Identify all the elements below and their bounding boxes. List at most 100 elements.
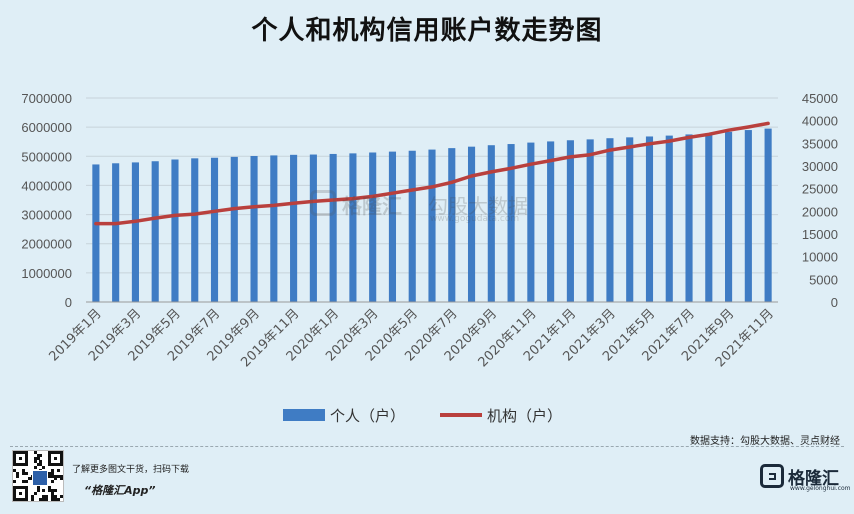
qr-cell	[48, 451, 52, 454]
bar-series-individual	[92, 128, 772, 302]
qr-cell	[57, 462, 61, 466]
left-tick-label: 0	[65, 295, 72, 310]
brand-g-icon	[760, 464, 784, 488]
qr-cell	[48, 471, 52, 475]
bar-individual	[151, 161, 159, 302]
qr-cell	[24, 471, 28, 475]
qr-cell	[51, 471, 55, 475]
qr-cell	[51, 492, 55, 496]
qr-cell	[60, 456, 64, 460]
qr-cell	[54, 495, 58, 499]
bar-individual	[744, 130, 752, 302]
qr-cell	[30, 495, 34, 499]
qr-cell	[51, 489, 55, 493]
qr-cell	[24, 486, 28, 490]
qr-cell	[18, 492, 22, 496]
brand-logo: 格隆汇 www.gelonghui.com	[760, 462, 851, 492]
qr-cell	[33, 459, 37, 463]
left-tick-label: 3000000	[21, 208, 72, 223]
bar-individual	[191, 158, 199, 302]
qr-cell	[54, 451, 58, 454]
qr-cell	[51, 498, 55, 502]
qr-cell	[21, 471, 25, 475]
qr-cell	[51, 495, 55, 499]
qr-cell	[13, 486, 16, 490]
right-tick-label: 20000	[802, 204, 838, 219]
qr-cell	[57, 474, 61, 478]
qr-cell	[15, 471, 19, 475]
qr-code[interactable]	[12, 450, 64, 502]
qr-cell	[51, 462, 55, 466]
qr-cell	[51, 474, 55, 478]
qr-cell	[13, 451, 16, 454]
qr-cell	[60, 459, 64, 463]
qr-cell	[21, 462, 25, 466]
qr-cell	[18, 486, 22, 490]
bar-individual	[428, 149, 436, 302]
qr-cell	[15, 451, 19, 454]
qr-cell	[24, 459, 28, 463]
right-tick-label: 40000	[802, 114, 838, 129]
bar-individual	[665, 135, 673, 302]
legend-label-institution: 机构（户）	[487, 407, 562, 425]
qr-cell	[48, 459, 52, 463]
qr-cell	[54, 477, 58, 481]
qr-cell	[36, 462, 40, 466]
left-axis-ticks: 0 1000000 2000000 3000000 4000000 5000000 6000…	[21, 91, 72, 310]
qr-cell	[60, 451, 64, 454]
qr-cell	[18, 451, 22, 454]
qr-cell	[36, 489, 40, 493]
qr-cell	[13, 468, 16, 472]
bar-individual	[329, 153, 337, 302]
right-tick-label: 5000	[809, 272, 838, 287]
qr-cell	[54, 474, 58, 478]
qr-cell	[24, 489, 28, 493]
qr-cell	[51, 480, 55, 484]
qr-cell	[13, 492, 16, 496]
qr-cell	[42, 495, 46, 499]
bar-individual	[131, 162, 139, 302]
qr-cell	[21, 498, 25, 502]
left-tick-label: 6000000	[21, 120, 72, 135]
left-tick-label: 1000000	[21, 266, 72, 281]
qr-cell	[33, 492, 37, 496]
qr-cell	[27, 477, 31, 481]
qr-cell	[13, 456, 16, 460]
qr-cell	[24, 492, 28, 496]
bar-individual	[725, 131, 733, 302]
right-tick-label: 15000	[802, 227, 838, 242]
qr-cell	[15, 474, 19, 478]
qr-cell	[13, 453, 16, 457]
qr-cell	[42, 498, 46, 502]
right-axis-ticks: 0 5000 10000 15000 20000 25000 30000 35000 40000…	[802, 91, 838, 310]
qr-cell	[39, 498, 43, 502]
qr-cell	[54, 462, 58, 466]
left-tick-label: 5000000	[21, 149, 72, 164]
line-series-institution	[94, 121, 770, 226]
legend-swatch-individual	[283, 409, 325, 421]
bar-individual	[547, 141, 555, 302]
legend: 个人（户） 机构（户）	[283, 407, 562, 425]
qr-cell	[15, 498, 19, 502]
bar-individual	[230, 156, 238, 302]
qr-cell	[51, 468, 55, 472]
bar-individual	[171, 159, 179, 302]
bar-individual	[309, 154, 317, 302]
qr-cell	[24, 453, 28, 457]
qr-cell	[57, 468, 61, 472]
qr-cell	[24, 462, 28, 466]
brand-url: www.gelonghui.com	[790, 485, 851, 492]
qr-cell	[45, 495, 49, 499]
left-tick-label: 4000000	[21, 178, 72, 193]
qr-cell	[51, 451, 55, 454]
right-tick-label: 10000	[802, 250, 838, 265]
bar-individual	[764, 128, 772, 302]
bar-individual	[606, 138, 614, 302]
right-tick-label: 25000	[802, 182, 838, 197]
qr-cell	[42, 489, 46, 493]
qr-cell	[36, 453, 40, 457]
bar-individual	[290, 154, 298, 302]
bar-individual	[349, 153, 357, 302]
bar-individual	[626, 137, 634, 302]
